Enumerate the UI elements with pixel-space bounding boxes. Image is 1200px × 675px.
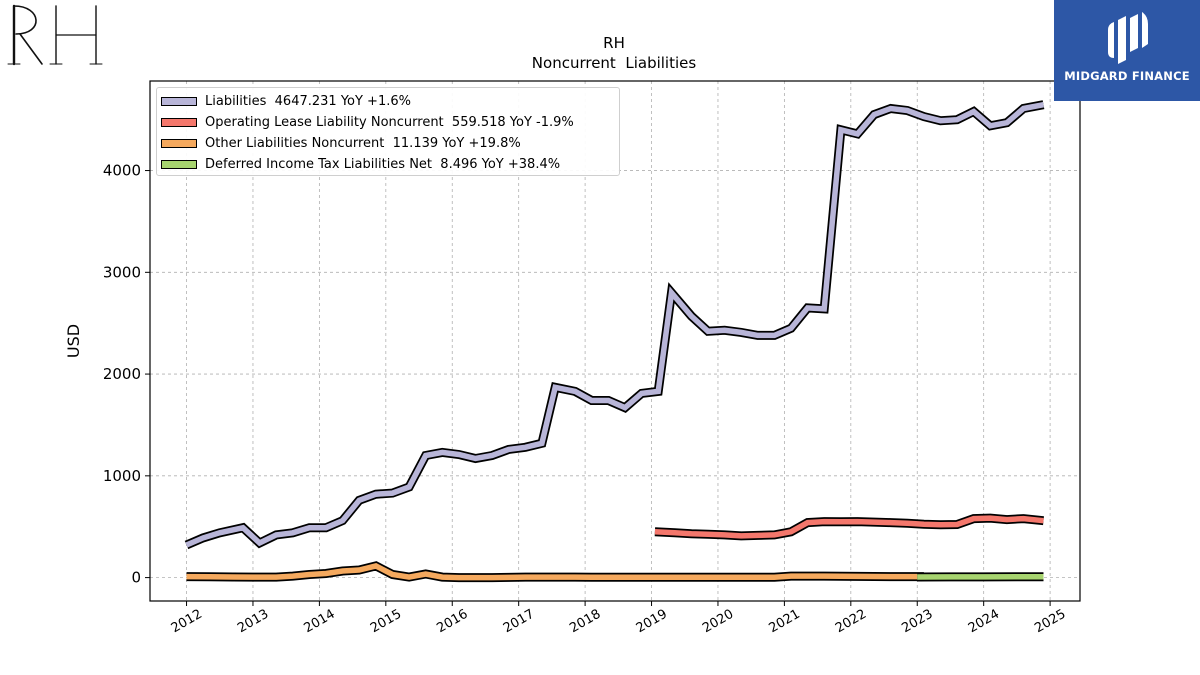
x-tick-label: 2021: [767, 607, 803, 637]
midgard-finance-logo: MIDGARD FINANCE: [1054, 0, 1200, 101]
legend-swatch-deferred-tax: [161, 160, 197, 169]
x-tick-label: 2018: [567, 607, 603, 637]
series-lines: [184, 100, 1045, 583]
legend-item-other-liabilities: Other Liabilities Noncurrent 11.139 YoY …: [161, 133, 619, 154]
plot-frame: [149, 80, 1081, 602]
series-line-operating-lease-liability-noncurrent: [654, 515, 1044, 539]
series-line-liabilities: [185, 101, 1045, 548]
x-tick-label: 2024: [966, 607, 1002, 637]
x-tick-label: 2013: [235, 607, 271, 637]
y-tick-label: 3000: [103, 263, 141, 281]
series-line-other-liabilities-noncurrent: [186, 562, 924, 581]
chart-subtitle: Noncurrent Liabilities: [532, 54, 697, 72]
x-tick-label: 2017: [501, 607, 537, 637]
y-tick-label: 0: [131, 569, 141, 587]
x-tick-label: 2020: [700, 607, 736, 637]
chart-legend: Liabilities 4647.231 YoY +1.6% Operating…: [156, 87, 620, 176]
legend-item-deferred-tax: Deferred Income Tax Liabilities Net 8.49…: [161, 154, 619, 175]
y-tick-label: 4000: [103, 162, 141, 180]
chart-title: RH: [603, 34, 625, 52]
x-tick-label: 2016: [434, 607, 470, 637]
legend-swatch-operating-lease: [161, 118, 197, 127]
x-tick-label: 2015: [368, 607, 404, 637]
x-tick-label: 2012: [169, 607, 205, 637]
legend-item-liabilities: Liabilities 4647.231 YoY +1.6%: [161, 91, 619, 112]
y-tick-label: 2000: [103, 365, 141, 383]
legend-label-deferred-tax: Deferred Income Tax Liabilities Net 8.49…: [205, 157, 561, 172]
x-tick-label: 2025: [1032, 607, 1068, 637]
legend-swatch-liabilities: [161, 97, 197, 106]
brand-name: MIDGARD FINANCE: [1064, 69, 1190, 83]
legend-label-operating-lease: Operating Lease Liability Noncurrent 559…: [205, 115, 574, 130]
y-tick-label: 1000: [103, 467, 141, 485]
y-axis: 0 1000 2000 3000 4000: [103, 162, 150, 587]
legend-label-liabilities: Liabilities 4647.231 YoY +1.6%: [205, 94, 411, 109]
midgard-monogram-icon: [1108, 12, 1148, 64]
x-tick-label: 2019: [634, 607, 670, 637]
x-axis: 2012 2013 2014 2015 2016 2017 2018 2019 2020 2021…: [169, 601, 1068, 637]
x-tick-label: 2022: [833, 607, 869, 637]
legend-swatch-other-liabilities: [161, 139, 197, 148]
x-tick-label: 2023: [899, 607, 935, 637]
x-tick-label: 2014: [302, 607, 338, 637]
y-axis-label: USD: [64, 324, 83, 358]
legend-label-other-liabilities: Other Liabilities Noncurrent 11.139 YoY …: [205, 136, 521, 151]
legend-item-operating-lease: Operating Lease Liability Noncurrent 559…: [161, 112, 619, 133]
rh-logo: [7, 4, 103, 66]
